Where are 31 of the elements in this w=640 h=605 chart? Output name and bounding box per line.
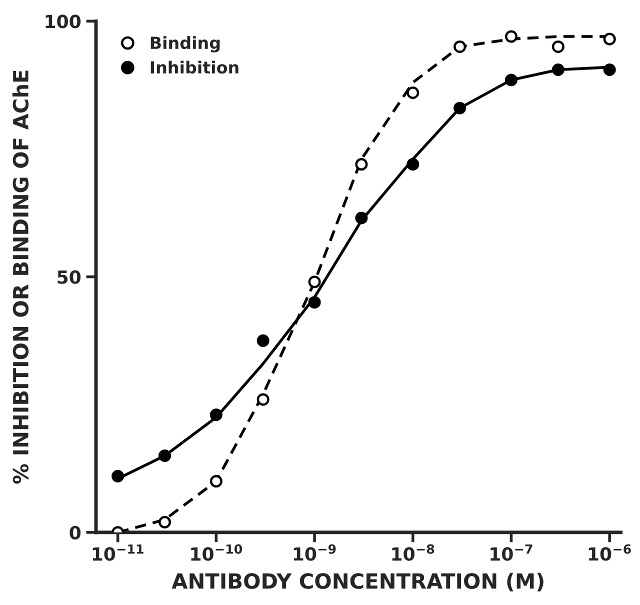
x-tick-label: 10$^{−11}$ bbox=[92, 544, 144, 561]
legend-label: Inhibition bbox=[150, 60, 238, 74]
y-tick-label: 100 bbox=[46, 14, 81, 28]
legend-label: Binding bbox=[150, 36, 220, 52]
point bbox=[355, 158, 368, 171]
point bbox=[603, 63, 616, 76]
y-tick-label: 50 bbox=[58, 270, 81, 284]
point bbox=[158, 449, 172, 462]
x-tick-label: 10$^{−6}$ bbox=[588, 544, 631, 561]
point bbox=[308, 296, 321, 309]
point bbox=[158, 516, 172, 528]
x-tick-label: 10$^{−7}$ bbox=[490, 544, 532, 561]
point bbox=[256, 393, 270, 406]
x-tick-label: 10$^{−10}$ bbox=[191, 544, 242, 561]
point bbox=[454, 40, 466, 53]
x-tick-label: 10$^{−8}$ bbox=[392, 544, 434, 561]
x-tick-label: 10$^{−9}$ bbox=[294, 544, 336, 561]
point bbox=[406, 158, 420, 171]
point bbox=[308, 276, 321, 288]
point bbox=[504, 74, 518, 86]
point bbox=[355, 212, 368, 224]
point bbox=[256, 334, 270, 347]
point bbox=[210, 475, 222, 488]
x-axis-title: ANTIBODY CONCENTRATION (M) bbox=[172, 572, 544, 592]
y-axis-title: % INHIBITION OR BINDING OF AChE bbox=[12, 70, 29, 484]
point bbox=[406, 86, 420, 100]
point bbox=[504, 30, 518, 43]
point bbox=[210, 408, 222, 422]
point bbox=[603, 32, 616, 46]
point bbox=[454, 102, 466, 114]
y-tick-label: 0 bbox=[70, 526, 81, 540]
